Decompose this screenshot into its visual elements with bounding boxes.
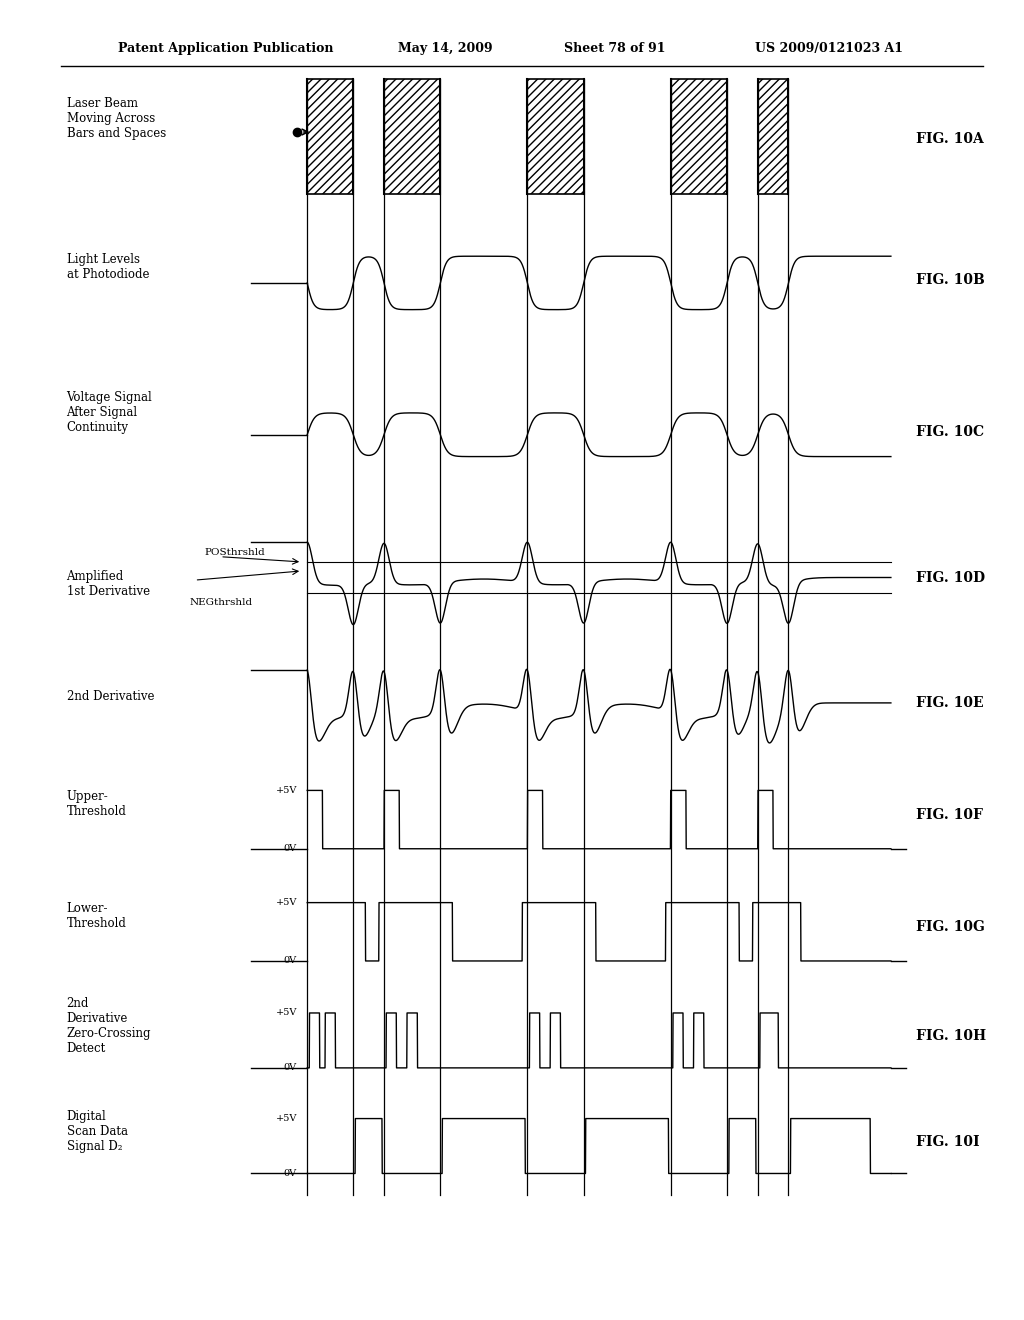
- Text: Voltage Signal
After Signal
Continuity: Voltage Signal After Signal Continuity: [67, 391, 153, 434]
- Text: FIG. 10D: FIG. 10D: [916, 570, 986, 585]
- Text: Lower-
Threshold: Lower- Threshold: [67, 902, 126, 931]
- Text: FIG. 10C: FIG. 10C: [916, 425, 985, 440]
- Text: Light Levels
at Photodiode: Light Levels at Photodiode: [67, 253, 150, 281]
- Bar: [671, 79, 727, 194]
- Text: FIG. 10F: FIG. 10F: [916, 808, 983, 822]
- Text: 2nd
Derivative
Zero-Crossing
Detect: 2nd Derivative Zero-Crossing Detect: [67, 997, 152, 1055]
- Text: FIG. 10A: FIG. 10A: [916, 132, 984, 145]
- Bar: [307, 79, 353, 194]
- Text: Upper-
Threshold: Upper- Threshold: [67, 789, 126, 818]
- Text: Laser Beam
Moving Across
Bars and Spaces: Laser Beam Moving Across Bars and Spaces: [67, 98, 166, 140]
- Text: FIG. 10H: FIG. 10H: [916, 1030, 986, 1043]
- Text: 0V: 0V: [284, 1064, 297, 1072]
- Text: FIG. 10G: FIG. 10G: [916, 920, 985, 935]
- Bar: [758, 79, 788, 194]
- Text: 0V: 0V: [284, 957, 297, 965]
- Text: Sheet 78 of 91: Sheet 78 of 91: [563, 42, 666, 55]
- Text: US 2009/0121023 A1: US 2009/0121023 A1: [756, 42, 903, 55]
- Text: May 14, 2009: May 14, 2009: [398, 42, 493, 55]
- Text: +5V: +5V: [275, 785, 297, 795]
- Text: 0V: 0V: [284, 845, 297, 853]
- Bar: [384, 79, 440, 194]
- Text: FIG. 10E: FIG. 10E: [916, 696, 984, 710]
- Text: FIG. 10B: FIG. 10B: [916, 273, 985, 288]
- Text: Patent Application Publication: Patent Application Publication: [118, 42, 333, 55]
- Text: +5V: +5V: [275, 1114, 297, 1123]
- Bar: [527, 79, 584, 194]
- Text: 0V: 0V: [284, 1170, 297, 1177]
- Text: Digital
Scan Data
Signal D₂: Digital Scan Data Signal D₂: [67, 1110, 128, 1152]
- Text: +5V: +5V: [275, 898, 297, 907]
- Text: +5V: +5V: [275, 1008, 297, 1018]
- Text: FIG. 10I: FIG. 10I: [916, 1135, 980, 1148]
- Text: Amplified
1st Derivative: Amplified 1st Derivative: [67, 570, 150, 598]
- Text: POSthrshld: POSthrshld: [205, 548, 265, 557]
- Text: 2nd Derivative: 2nd Derivative: [67, 690, 154, 702]
- Text: NEGthrshld: NEGthrshld: [189, 598, 253, 607]
